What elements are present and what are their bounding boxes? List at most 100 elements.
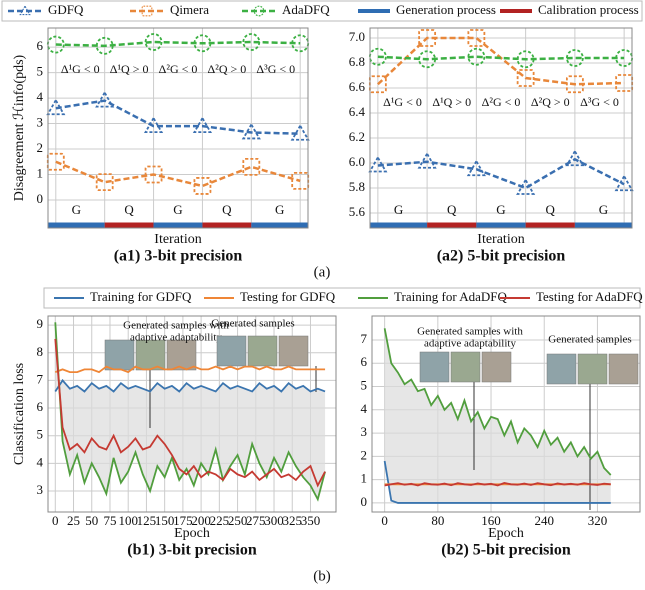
x-tick-label: 320 [588,513,608,528]
y-tick-label: 6.6 [349,79,366,94]
y-tick-label: 1 [361,471,368,486]
sample-thumbnail [278,335,309,367]
phase-label: G [496,202,505,217]
marker [46,35,65,54]
marker [516,69,535,87]
marker [253,5,265,17]
x-tick-label: 200 [191,513,211,528]
marker [565,49,584,67]
legend-label: Generation process [396,2,496,17]
y-tick-label: 3 [37,482,44,497]
marker [141,5,153,17]
x-tick-label: 175 [173,513,193,528]
x-tick-label: 75 [103,513,116,528]
marker [418,29,437,47]
marker [241,122,261,140]
y-tick-label: 5.6 [349,204,366,219]
marker [516,50,535,69]
annotation: Generated samples with [417,326,523,338]
annotation: Δ¹G < 0 [383,95,422,109]
y-tick-label: 5 [37,64,44,79]
series-line [55,160,301,188]
x-tick-label: 125 [137,513,157,528]
phase-label: G [72,202,81,217]
annotation: Δ³G < 0 [580,95,619,109]
y-tick-label: 3 [37,115,44,130]
marker [95,173,114,192]
marker [144,116,164,133]
marker [467,47,486,66]
caption: (b2) 5-bit precision [441,542,571,559]
y-tick-label: 6.0 [349,154,365,169]
marker [565,149,585,167]
annotation: Generated samples [211,318,294,330]
marker [565,75,584,94]
series-line [55,99,301,135]
plot-frame [371,315,641,513]
y-tick-label: 6.4 [349,104,366,119]
y-tick-label: 0 [37,191,44,206]
legend-label: GDFQ [48,2,84,17]
series-line [384,481,611,487]
legend-label: Qimera [170,2,209,17]
x-axis-label: Epoch [174,526,210,541]
legend-label: Testing for AdaDFQ [536,289,643,304]
caption: (a1) 3-bit precision [114,248,243,265]
y-tick-label: 3 [361,424,368,439]
annotation: Δ²G < 0 [159,62,198,76]
annotation: Δ²Q > 0 [208,62,247,76]
marker [144,165,163,184]
y-tick-label: 6 [37,399,44,414]
y-tick-label: 6 [361,354,368,369]
sample-thumbnail [216,335,247,367]
x-tick-label: 225 [210,513,230,528]
annotation: adaptive adaptability [130,332,222,344]
series-line [54,378,326,393]
marker [193,177,212,195]
y-axis-label: Disagreement ℋinfo(pds) [12,54,27,201]
y-tick-label: 4 [361,401,368,416]
annotation: Generated samples with [123,320,229,332]
series-line [54,365,326,374]
legend-label: Calibration process [538,2,639,17]
series-line [383,328,612,476]
caption: (b1) 3-bit precision [127,542,257,559]
y-tick-label: 5 [37,427,44,442]
x-tick-label: 50 [85,513,98,528]
panel-label: (b) [313,568,331,584]
sample-thumbnail [247,335,278,367]
x-axis-label: Epoch [488,526,524,541]
x-tick-label: 240 [534,513,554,528]
y-tick-label: 6.2 [349,129,365,144]
y-tick-label: 1 [37,165,44,180]
annotation: Δ³G < 0 [256,62,295,76]
plot-frame [47,27,309,229]
phase-label: G [275,202,284,217]
panel-label: (a) [314,264,331,280]
legend-label: Training for GDFQ [90,289,192,304]
x-tick-label: 0 [52,513,59,528]
sample-thumbnail [419,351,450,383]
x-axis-label: Iteration [154,232,201,247]
y-tick-label: 7 [361,331,368,346]
sample-thumbnail [135,339,166,371]
sample-thumbnail [608,353,639,385]
plot-frame [47,315,337,513]
x-tick-label: 275 [246,513,266,528]
sample-thumbnail [577,353,608,385]
annotation: Δ¹Q > 0 [432,95,471,109]
y-tick-label: 6 [37,38,44,53]
x-tick-label: 80 [431,513,444,528]
sample-thumbnail [450,351,481,383]
series-line [377,157,625,190]
marker [466,159,486,177]
x-tick-label: 25 [67,513,80,528]
x-axis-label: Iteration [477,232,524,247]
y-tick-label: 9 [37,316,44,331]
phase-label: G [599,202,608,217]
marker [368,155,388,173]
y-tick-label: 7.0 [349,29,365,44]
marker [614,174,634,192]
annotation: Δ²Q > 0 [531,95,570,109]
